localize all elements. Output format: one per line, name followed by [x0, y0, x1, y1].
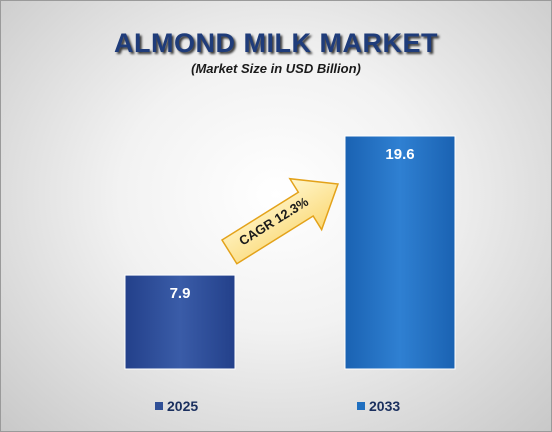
legend-item-2025: 2025 — [155, 398, 198, 414]
cagr-arrow: CAGR 12.3% — [220, 177, 339, 265]
chart-title: ALMOND MILK MARKET — [114, 28, 438, 58]
legend-label-2025: 2025 — [167, 398, 199, 414]
bar-value-label-2025: 7.9 — [170, 285, 191, 302]
bar-value-label-2033: 19.6 — [385, 146, 414, 163]
legend-swatch-2033 — [357, 402, 365, 410]
legend-item-2033: 2033 — [357, 398, 400, 414]
cagr-arrow-shape — [220, 177, 339, 265]
chart-subtitle: (Market Size in USD Billion) — [191, 61, 361, 76]
legend-label-2033: 2033 — [369, 398, 401, 414]
bar-2033 — [344, 135, 456, 370]
legend-swatch-2025 — [155, 402, 163, 410]
bar-2025 — [124, 274, 236, 370]
